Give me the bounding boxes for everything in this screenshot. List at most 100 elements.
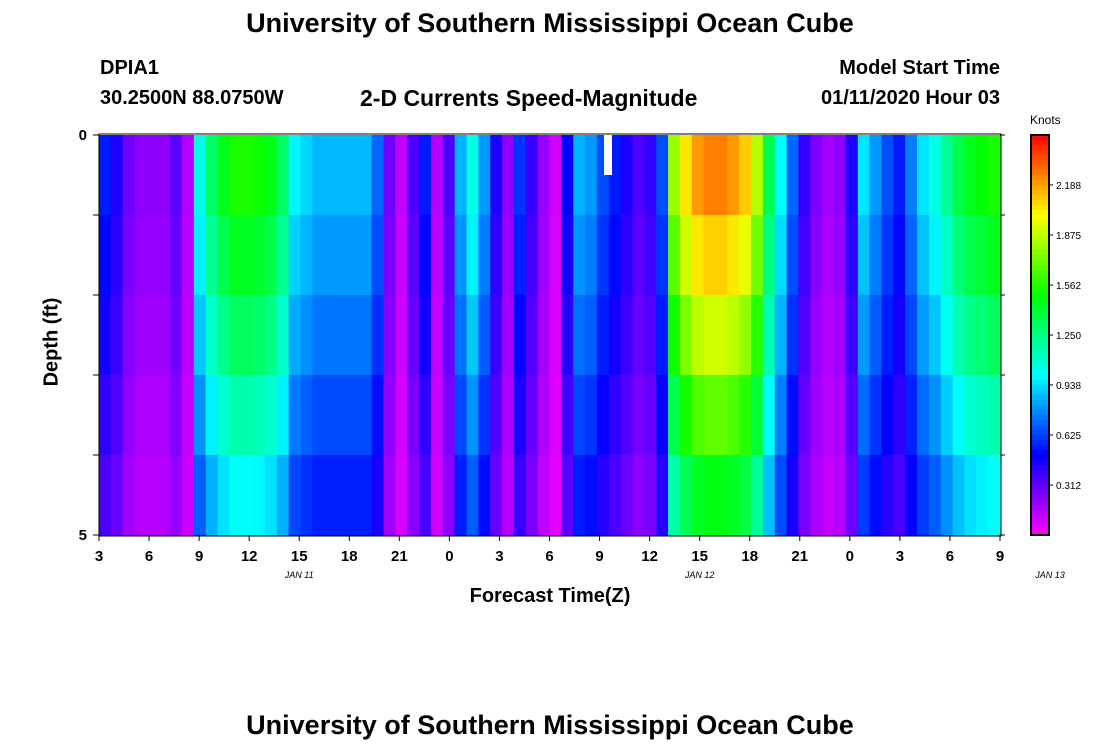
colorbar-swatch <box>1031 140 1049 146</box>
heatmap-cell <box>336 375 349 456</box>
colorbar-swatch <box>1031 375 1049 381</box>
heatmap-cell <box>928 375 942 456</box>
heatmap-cell <box>810 135 823 216</box>
heatmap-cell <box>727 135 740 216</box>
heatmap-cell <box>762 215 776 296</box>
heatmap-cell <box>644 375 657 456</box>
heatmap-cell <box>964 215 977 296</box>
heatmap-cell <box>442 215 456 296</box>
colorbar-swatch <box>1031 405 1049 411</box>
heatmap-cell <box>312 135 325 216</box>
heatmap-cell <box>608 455 622 536</box>
heatmap-cell <box>324 455 337 536</box>
heatmap-cell <box>834 135 847 216</box>
heatmap-cell <box>905 215 918 296</box>
colorbar-swatch <box>1031 295 1049 301</box>
heatmap-cell <box>810 375 823 456</box>
heatmap-cell <box>205 135 219 216</box>
heatmap-cell <box>253 135 266 216</box>
heatmap-cell <box>288 375 302 456</box>
x-tick-label: 0 <box>846 548 854 565</box>
heatmap-cell <box>359 295 373 376</box>
heatmap-cell <box>739 455 752 536</box>
heatmap-cell <box>940 455 954 536</box>
heatmap-cell <box>917 375 930 456</box>
colorbar-swatch <box>1031 215 1049 221</box>
heatmap-cell <box>549 375 562 456</box>
heatmap-cell <box>395 375 408 456</box>
heatmap-cell <box>324 375 337 456</box>
heatmap-cell <box>205 215 219 296</box>
heatmap-cell <box>359 135 373 216</box>
heatmap-cell <box>762 295 776 376</box>
heatmap-cell <box>537 375 551 456</box>
heatmap-cell <box>347 215 361 296</box>
colorbar-swatch <box>1031 340 1049 346</box>
heatmap-cell <box>122 215 136 296</box>
heatmap-cell <box>549 135 562 216</box>
colorbar-swatch <box>1031 315 1049 321</box>
heatmap-cell <box>715 215 728 296</box>
heatmap-cell <box>264 135 278 216</box>
colorbar-swatch <box>1031 355 1049 361</box>
heatmap-cell <box>478 135 491 216</box>
colorbar-swatch <box>1031 325 1049 331</box>
heatmap-cell <box>727 375 740 456</box>
heatmap-cell <box>751 455 764 536</box>
station-id: DPIA1 <box>100 57 159 79</box>
heatmap-cell <box>905 295 918 376</box>
heatmap-cell <box>798 455 811 536</box>
heatmap-cell <box>561 295 574 376</box>
x-tick-label: 15 <box>691 548 708 565</box>
heatmap-cell <box>466 215 479 296</box>
heatmap-cell <box>727 215 740 296</box>
heatmap-cell <box>668 455 681 536</box>
heatmap-cell <box>739 295 752 376</box>
colorbar-swatch <box>1031 470 1049 476</box>
heatmap-cell <box>703 295 717 376</box>
heatmap-cell <box>490 295 503 376</box>
colorbar-tick-label: 0.625 <box>1056 431 1081 442</box>
heatmap-cell <box>430 455 444 536</box>
colorbar-swatch <box>1031 310 1049 316</box>
heatmap-cell <box>964 295 977 376</box>
heatmap-cell <box>134 455 148 536</box>
heatmap-cell <box>383 135 396 216</box>
heatmap-cell <box>312 455 325 536</box>
colorbar-swatch <box>1031 465 1049 471</box>
heatmap-cell <box>276 295 290 376</box>
heatmap-cell <box>668 375 681 456</box>
colorbar-swatch <box>1031 455 1049 461</box>
heatmap-cell <box>371 455 385 536</box>
colorbar-swatch <box>1031 235 1049 241</box>
heatmap-cell <box>454 215 468 296</box>
colorbar-swatch <box>1031 240 1049 246</box>
heatmap-cell <box>596 215 610 296</box>
y-tick-label: 0 <box>79 127 87 144</box>
heatmap-cell <box>253 215 266 296</box>
x-tick-label: 15 <box>291 548 308 565</box>
heatmap-cell <box>988 455 1001 536</box>
colorbar-swatch <box>1031 495 1049 501</box>
heatmap-cell <box>264 375 278 456</box>
colorbar-swatch <box>1031 330 1049 336</box>
heatmap-cell <box>585 215 598 296</box>
heatmap-cell <box>679 295 693 376</box>
heatmap-cell <box>964 375 977 456</box>
heatmap-cell <box>632 135 645 216</box>
colorbar-swatch <box>1031 520 1049 526</box>
heatmap-cell <box>917 455 930 536</box>
heatmap-cell <box>845 135 859 216</box>
heatmap-cell <box>893 295 906 376</box>
colorbar-swatch <box>1031 135 1049 141</box>
x-tick-label: 21 <box>791 548 808 565</box>
heatmap-cell <box>869 215 883 296</box>
heatmap-cell <box>834 295 847 376</box>
heatmap-cell <box>181 295 195 376</box>
colorbar-swatch <box>1031 320 1049 326</box>
heatmap-cell <box>407 295 420 376</box>
heatmap-cell <box>229 295 242 376</box>
x-tick-label: 6 <box>145 548 153 565</box>
heatmap-cell <box>525 135 539 216</box>
heatmap-cell <box>300 375 313 456</box>
